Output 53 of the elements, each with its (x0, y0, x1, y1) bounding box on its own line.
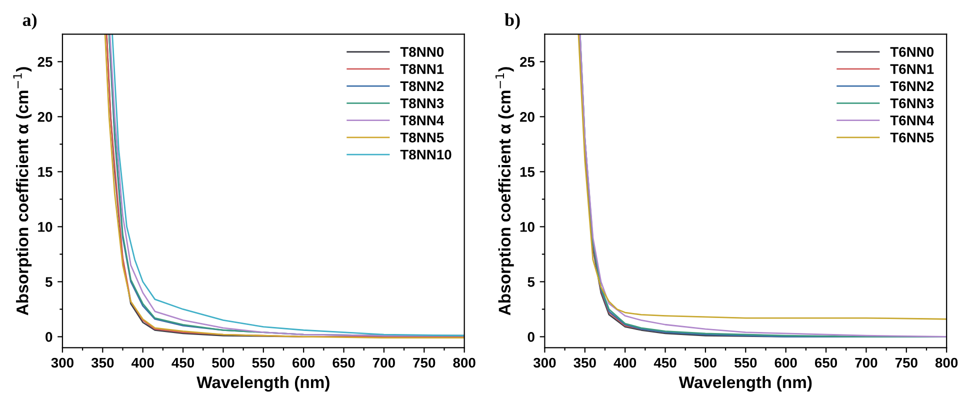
y-tick-label: 0 (528, 332, 534, 342)
x-tick-label: 400 (131, 358, 154, 368)
x-tick-label: 500 (212, 358, 234, 368)
y-tick-label: 5 (45, 277, 52, 287)
x-tick-label: 800 (935, 358, 958, 368)
x-tick-label: 650 (332, 358, 355, 368)
x-axis-title: Wavelength (nm) (196, 376, 330, 392)
y-tick-label: 0 (46, 332, 52, 342)
legend-label: T8NN5 (400, 132, 444, 142)
chart-title: b) (504, 13, 520, 30)
y-axis-title: Absorption coefficient α (cm$^{−1}$) (13, 67, 32, 316)
legend-label: T8NN0 (400, 47, 444, 57)
x-tick-label: 750 (413, 358, 436, 368)
x-tick-label: 450 (654, 358, 676, 368)
y-tick-label: 10 (520, 222, 534, 232)
legend-label: T6NN5 (890, 132, 934, 142)
chart-title: a) (22, 13, 37, 30)
x-tick-label: 300 (51, 358, 74, 368)
y-tick-label: 15 (38, 167, 52, 177)
legend-label: T8NN1 (400, 64, 444, 74)
x-tick-label: 650 (814, 358, 838, 368)
x-tick-label: 700 (372, 358, 395, 368)
x-tick-label: 600 (774, 358, 797, 368)
x-tick-label: 400 (614, 358, 636, 368)
y-tick-label: 25 (38, 57, 52, 67)
x-tick-label: 350 (574, 358, 596, 368)
legend-label: T6NN1 (890, 64, 934, 74)
x-tick-label: 700 (855, 358, 878, 368)
y-tick-label: 20 (38, 112, 52, 122)
x-tick-label: 550 (252, 358, 274, 368)
y-tick-label: 25 (520, 57, 535, 67)
legend-label: T6NN2 (890, 81, 934, 92)
legend-label: T8NN10 (400, 150, 452, 160)
x-tick-label: 750 (895, 358, 918, 368)
y-tick-label: 20 (520, 112, 534, 122)
y-tick-label: 15 (520, 167, 535, 177)
x-tick-label: 800 (453, 358, 476, 368)
x-tick-label: 300 (533, 358, 556, 368)
y-tick-label: 10 (38, 222, 52, 232)
legend-label: T6NN3 (890, 98, 934, 108)
x-axis-title: Wavelength (nm) (678, 376, 812, 392)
x-tick-label: 450 (172, 358, 194, 368)
y-axis-title: Absorption coefficient α (cm$^{−1}$) (495, 67, 514, 316)
x-tick-label: 600 (292, 358, 315, 368)
legend-label: T6NN0 (890, 47, 934, 57)
y-tick-label: 5 (528, 277, 535, 287)
x-tick-label: 500 (694, 358, 716, 368)
legend-label: T8NN2 (400, 81, 444, 92)
x-tick-label: 350 (91, 358, 114, 368)
legend-label: T6NN4 (890, 115, 934, 126)
legend-label: T8NN4 (400, 115, 444, 126)
x-tick-label: 550 (734, 358, 757, 368)
legend-label: T8NN3 (400, 98, 444, 108)
